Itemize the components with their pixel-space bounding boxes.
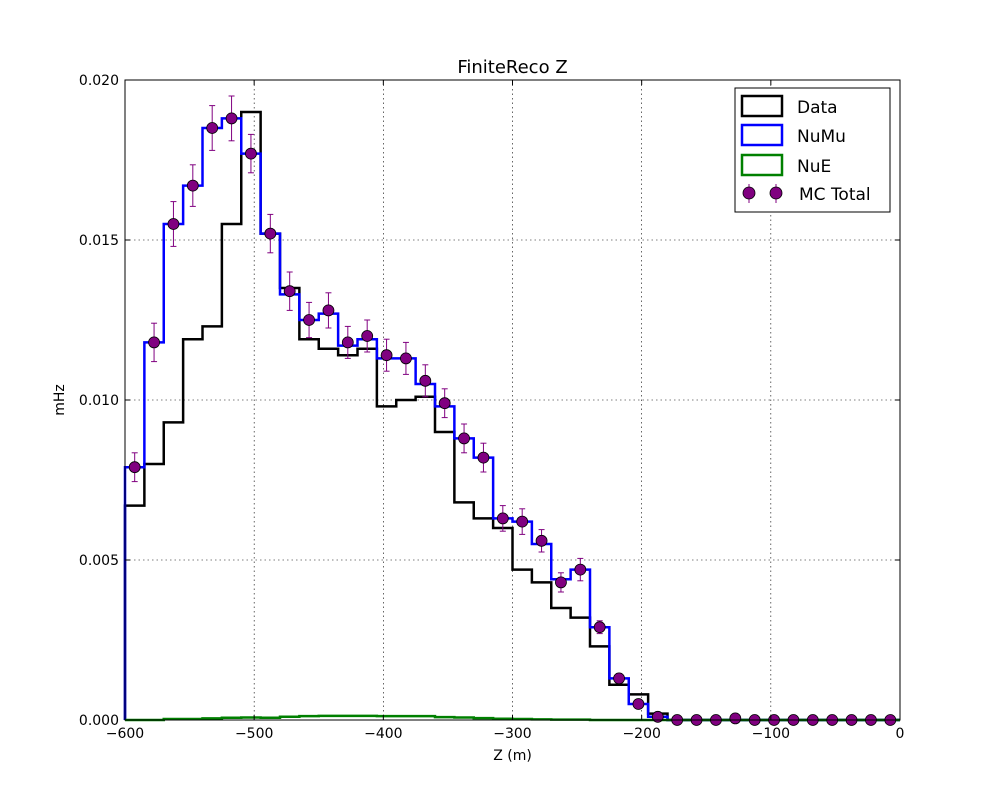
mc-total-point (283, 285, 296, 298)
mc-total-point (555, 576, 567, 589)
legend-marker-mc-2 (769, 186, 783, 200)
y-tick-label: 0.020 (79, 73, 119, 89)
mc-total-point (128, 461, 141, 474)
mc-total-point (167, 218, 180, 230)
y-axis-label: mHz (52, 384, 68, 416)
legend-label-data: Data (797, 98, 838, 118)
legend: Data NuMu NuE MC Total (734, 87, 891, 213)
mc-total-point (225, 112, 238, 125)
legend-marker-mc (742, 186, 756, 200)
x-tick-label: −300 (493, 726, 531, 742)
ticks: −600 −500 −400 −300 −200 −100 0 0.000 0.005 0.010… (79, 73, 905, 742)
x-tick-label: −400 (364, 726, 402, 742)
mc-total-point (496, 512, 509, 525)
mc-total-point (148, 336, 160, 349)
legend-label-numu: NuMu (797, 127, 846, 147)
mc-total-point (651, 710, 664, 723)
x-tick-label: 0 (896, 726, 905, 742)
legend-label-mc-total: MC Total (799, 185, 871, 205)
mc-total-point (361, 330, 374, 342)
x-tick-label: −100 (752, 726, 790, 742)
y-tick-label: 0.005 (79, 553, 119, 569)
mc-total-point (613, 672, 625, 685)
mc-total-point (438, 397, 451, 410)
mc-total-point (632, 698, 645, 710)
legend-box (734, 87, 891, 213)
mc-total-point (516, 515, 529, 528)
y-tick-label: 0.000 (79, 713, 119, 729)
mc-total-point (380, 349, 393, 362)
y-tick-label: 0.015 (79, 233, 119, 249)
mc-total-point (341, 336, 354, 349)
x-tick-label: −500 (235, 726, 273, 742)
mc-total-point (574, 563, 587, 576)
mc-total-point (419, 374, 432, 387)
mc-total-point (303, 314, 315, 326)
legend-swatch-nue (740, 153, 784, 177)
x-axis-label: Z (m) (493, 748, 532, 764)
mc-total-point (245, 147, 257, 160)
mc-total-point (593, 621, 606, 634)
mc-total-point (477, 451, 490, 464)
legend-swatch-numu (740, 123, 784, 147)
mc-total-point (264, 227, 277, 240)
x-tick-label: −200 (622, 726, 660, 742)
legend-label-nue: NuE (797, 157, 831, 177)
y-tick-label: 0.010 (79, 393, 119, 409)
mc-total-point (400, 352, 412, 365)
mc-total-point (206, 122, 219, 134)
chart-title: FiniteReco Z (457, 57, 567, 78)
legend-swatch-data (740, 94, 784, 118)
mc-total-point (729, 712, 742, 725)
mc-total-point (535, 534, 548, 547)
mc-total-point (322, 304, 335, 317)
x-tick-label: −600 (106, 726, 144, 742)
mc-total-point (458, 432, 470, 445)
mc-total-point (186, 179, 199, 192)
